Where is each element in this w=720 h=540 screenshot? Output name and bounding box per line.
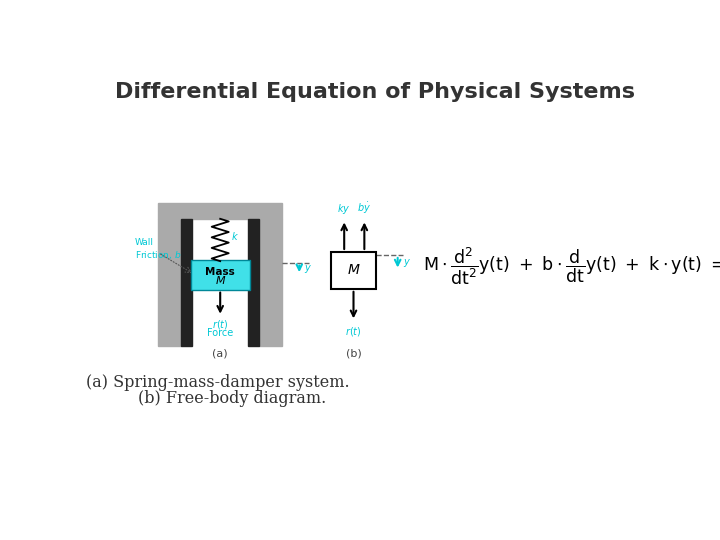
Bar — [158, 219, 181, 346]
Text: $k$: $k$ — [231, 230, 239, 242]
Text: $y$: $y$ — [403, 256, 411, 269]
Bar — [331, 252, 376, 289]
Text: Mass: Mass — [205, 267, 235, 276]
Bar — [259, 219, 282, 346]
Text: (a): (a) — [212, 348, 228, 358]
Bar — [158, 204, 282, 219]
Text: Force: Force — [207, 328, 233, 338]
Text: $y$: $y$ — [304, 263, 312, 275]
Text: $M$: $M$ — [347, 264, 360, 278]
Text: (b): (b) — [346, 348, 361, 358]
Text: $ky$: $ky$ — [338, 202, 351, 215]
Text: Wall
Friction, $b$: Wall Friction, $b$ — [135, 238, 181, 261]
Bar — [181, 219, 192, 346]
Bar — [248, 219, 259, 346]
Text: $r(t)$: $r(t)$ — [345, 325, 361, 338]
Bar — [191, 260, 250, 289]
Text: Differential Equation of Physical Systems: Differential Equation of Physical System… — [114, 82, 635, 102]
Text: $r(t)$: $r(t)$ — [212, 318, 228, 331]
Text: (a) Spring-mass-damper system.: (a) Spring-mass-damper system. — [86, 374, 350, 392]
Text: $b\dot{y}$: $b\dot{y}$ — [357, 200, 372, 215]
Text: (b) Free-body diagram.: (b) Free-body diagram. — [138, 390, 326, 407]
Text: $\rm M \cdot \dfrac{d^2}{dt^2} y(t)\ +\ b \cdot \dfrac{d}{dt} y(t)\ +\ k \cdot y: $\rm M \cdot \dfrac{d^2}{dt^2} y(t)\ +\ … — [423, 246, 720, 287]
Text: $M$: $M$ — [215, 274, 226, 286]
